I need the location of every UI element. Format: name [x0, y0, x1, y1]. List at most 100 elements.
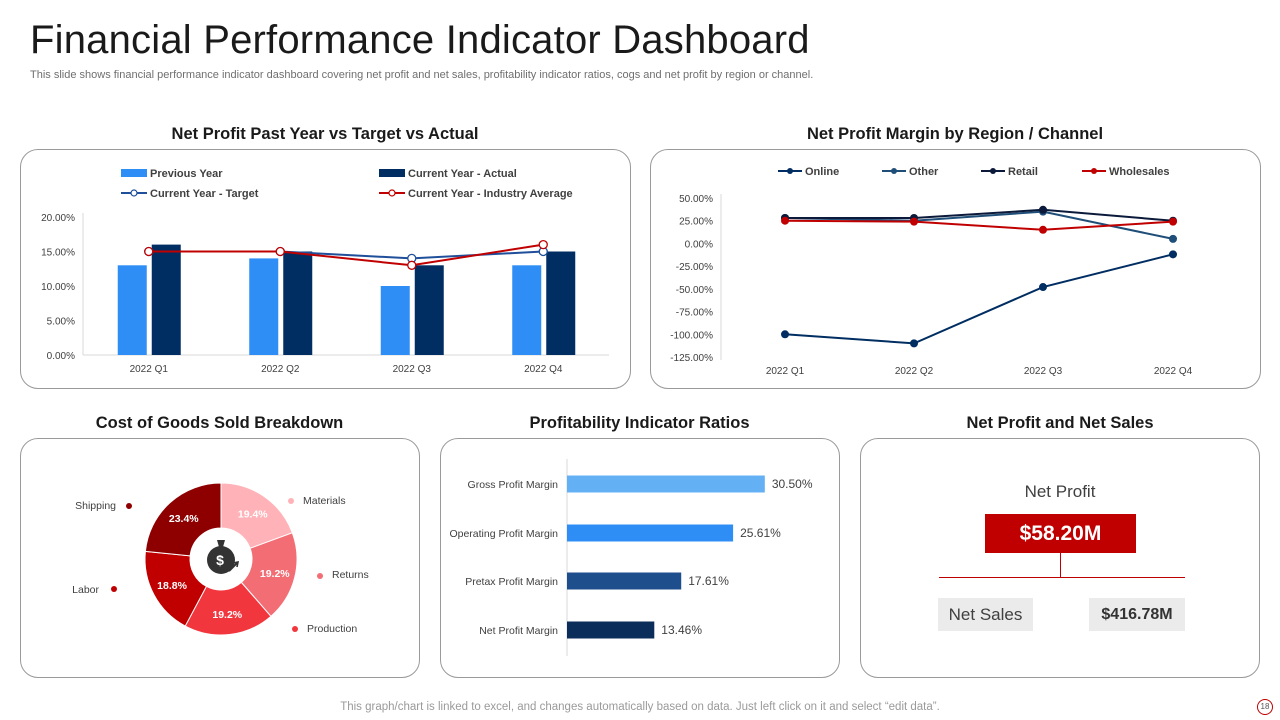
net-profit-chart[interactable]: 0.00% 5.00% 10.00% 15.00% 20.00% 2022 Q1 2022 … — [21, 150, 631, 389]
leader-dot — [292, 626, 298, 632]
cogs-chart-title: Cost of Goods Sold Breakdown — [95, 414, 344, 432]
leader-dot — [111, 586, 117, 592]
slice-value-label: 19.4% — [238, 508, 268, 520]
slice-category-label: Returns — [332, 569, 369, 581]
leader-dot — [126, 503, 132, 509]
ratio-bar[interactable] — [567, 524, 734, 542]
line-point[interactable] — [781, 216, 789, 225]
margin-chart[interactable]: 50.00% 25.00% 0.00% -25.00% -50.00% -75.00% -1… — [651, 150, 1261, 389]
y-tick-label: -125.00% — [670, 353, 713, 364]
line-point[interactable] — [910, 217, 918, 226]
line-point[interactable] — [781, 330, 789, 339]
money-bag-icon: $ — [207, 540, 240, 574]
y-tick-label: -50.00% — [676, 285, 713, 296]
legend-label: Previous Year — [150, 168, 223, 180]
y-tick-label: 50.00% — [679, 194, 713, 205]
y-tick-label: -25.00% — [676, 262, 713, 273]
line-point[interactable] — [1039, 283, 1047, 292]
page-subtitle: This slide shows financial performance i… — [30, 69, 814, 81]
legend-label: Online — [805, 166, 839, 178]
slice-category-label: Labor — [72, 584, 99, 596]
bar-current-actual[interactable] — [151, 244, 181, 355]
y-tick-label: 5.00% — [47, 317, 75, 328]
net-profit-label: Net Profit — [1024, 482, 1096, 501]
legend-label: Current Year - Actual — [408, 168, 517, 180]
bar-previous-year[interactable] — [117, 265, 147, 355]
slice-category-label: Shipping — [75, 500, 116, 512]
legend-label: Wholesales — [1109, 166, 1170, 178]
line-wholesales[interactable] — [784, 219, 1174, 231]
legend-swatch — [121, 169, 147, 177]
legend-label: Current Year - Target — [150, 188, 259, 200]
ratio-category-label: Pretax Profit Margin — [465, 576, 558, 588]
line-point[interactable] — [538, 239, 548, 250]
line-point[interactable] — [1169, 217, 1177, 226]
cogs-chart-panel[interactable]: 19.4% Materials 19.2% Returns 19.2% Productio… — [20, 438, 420, 678]
line-retail[interactable] — [785, 208, 1174, 222]
bar-previous-year[interactable] — [249, 258, 279, 355]
cogs-donut-chart[interactable]: 19.4% Materials 19.2% Returns 19.2% Productio… — [21, 439, 420, 678]
line-industry-average[interactable] — [148, 243, 544, 267]
legend-marker — [990, 168, 996, 174]
y-tick-label: 25.00% — [679, 217, 713, 228]
x-tick-label: 2022 Q3 — [393, 364, 432, 375]
line-point[interactable] — [275, 246, 285, 257]
line-point[interactable] — [1039, 205, 1047, 214]
ratio-bar[interactable] — [567, 475, 765, 493]
line-point[interactable] — [1039, 225, 1047, 234]
ratios-chart-title: Profitability Indicator Ratios — [529, 414, 750, 432]
line-point[interactable] — [910, 339, 918, 348]
line-point[interactable] — [144, 246, 154, 257]
np-ns-panel: Net Profit $58.20M Net Sales $416.78M — [860, 438, 1260, 678]
bar-current-actual[interactable] — [283, 251, 313, 356]
legend-label: Current Year - Industry Average — [408, 188, 573, 200]
connector-line — [1060, 553, 1061, 577]
ratios-chart-panel[interactable]: Gross Profit Margin 30.50% Operating Profi… — [440, 438, 840, 678]
page-number: 18 — [1257, 699, 1273, 715]
ratios-bar-chart[interactable]: Gross Profit Margin 30.50% Operating Profi… — [441, 439, 840, 678]
net-profit-chart-panel[interactable]: 0.00% 5.00% 10.00% 15.00% 20.00% 2022 Q1 2022 … — [20, 149, 631, 389]
line-online[interactable] — [784, 253, 1174, 345]
ratio-category-label: Gross Profit Margin — [468, 479, 559, 491]
y-tick-label: 20.00% — [41, 213, 75, 224]
y-tick-label: -100.00% — [670, 330, 713, 341]
donut-slice-labor[interactable] — [144, 550, 208, 627]
x-tick-label: 2022 Q2 — [261, 364, 300, 375]
ratio-value-label: 30.50% — [772, 477, 813, 491]
margin-chart-panel[interactable]: 50.00% 25.00% 0.00% -25.00% -50.00% -75.00% -1… — [650, 149, 1261, 389]
y-tick-label: 10.00% — [41, 282, 75, 293]
bar-previous-year[interactable] — [380, 286, 410, 355]
bar-current-actual[interactable] — [546, 251, 576, 356]
y-tick-label: 0.00% — [685, 239, 713, 250]
legend-marker — [891, 168, 897, 174]
ratio-bar[interactable] — [567, 621, 655, 639]
y-tick-label: 0.00% — [47, 351, 75, 362]
bar-previous-year[interactable] — [512, 265, 542, 355]
slice-value-label: 19.2% — [212, 609, 242, 621]
page-title: Financial Performance Indicator Dashboar… — [30, 18, 810, 62]
line-point[interactable] — [407, 260, 417, 270]
legend-label: Other — [909, 166, 939, 178]
x-tick-label: 2022 Q4 — [1154, 366, 1193, 377]
legend-swatch — [379, 169, 405, 177]
legend-marker — [787, 168, 793, 174]
net-profit-value: $58.20M — [985, 514, 1136, 553]
line-point[interactable] — [1169, 250, 1177, 259]
bar-current-actual[interactable] — [414, 265, 444, 355]
x-tick-label: 2022 Q2 — [895, 366, 934, 377]
leader-dot — [288, 498, 294, 504]
donut-slice-shipping[interactable] — [144, 482, 222, 557]
net-sales-label: Net Sales — [938, 598, 1033, 631]
leader-dot — [317, 573, 323, 579]
ratio-bar[interactable] — [567, 572, 682, 590]
net-sales-value: $416.78M — [1089, 598, 1185, 631]
line-point[interactable] — [1169, 234, 1177, 243]
y-tick-label: 15.00% — [41, 248, 75, 259]
ratio-value-label: 25.61% — [740, 526, 781, 540]
slice-category-label: Production — [307, 623, 357, 635]
y-tick-label: -75.00% — [676, 308, 713, 319]
line-target[interactable] — [148, 250, 544, 260]
divider-line — [939, 577, 1185, 578]
net-profit-chart-title: Net Profit Past Year vs Target vs Actual — [171, 125, 479, 143]
x-tick-label: 2022 Q3 — [1024, 366, 1063, 377]
